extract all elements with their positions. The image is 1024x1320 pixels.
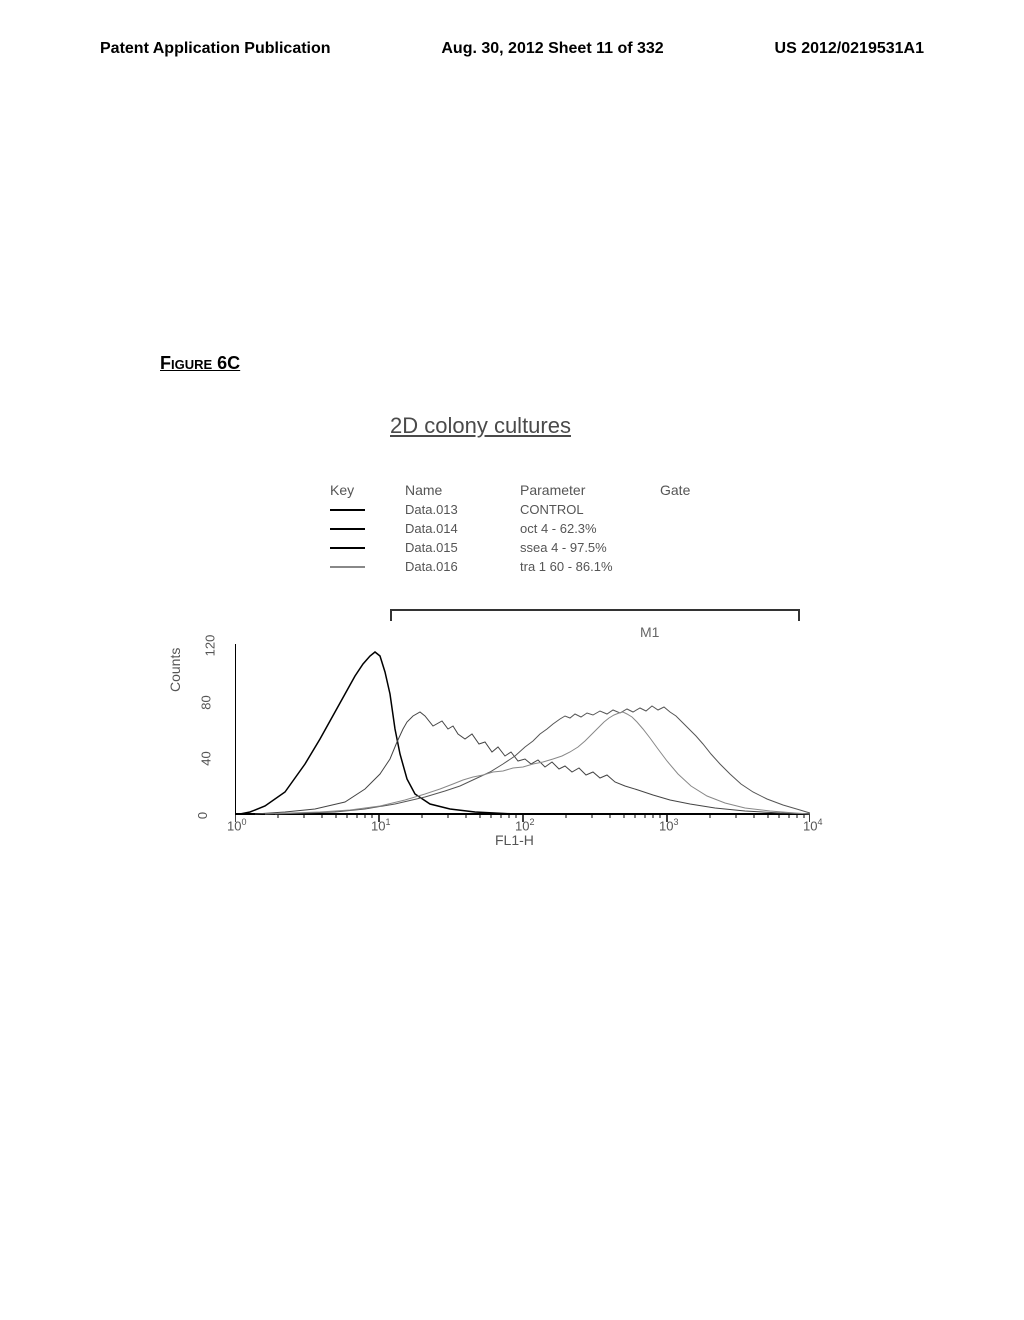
legend-col-parameter: Parameter — [520, 482, 660, 498]
legend-param: CONTROL — [520, 502, 710, 517]
legend-header: Key Name Parameter Gate — [330, 482, 750, 498]
legend-key-icon — [330, 547, 405, 549]
legend-name: Data.013 — [405, 502, 520, 517]
y-tick: 0 — [195, 812, 210, 819]
m1-gate-bracket — [390, 609, 800, 621]
chart-plot — [235, 644, 810, 814]
header-right: US 2012/0219531A1 — [775, 40, 924, 58]
histogram-svg — [235, 644, 810, 824]
legend-row: Data.016 tra 1 60 - 86.1% — [330, 559, 750, 574]
y-axis-label: Counts — [167, 648, 183, 692]
figure-label: Figure 6C — [160, 353, 240, 374]
legend-col-gate: Gate — [660, 482, 720, 498]
series-tra160 — [265, 712, 810, 814]
legend-key-icon — [330, 566, 405, 568]
legend-col-key: Key — [330, 482, 405, 498]
legend-row: Data.014 oct 4 - 62.3% — [330, 521, 750, 536]
chart-title: 2D colony cultures — [390, 413, 571, 439]
series-control — [235, 652, 810, 814]
legend-key-icon — [330, 509, 405, 511]
legend-name: Data.016 — [405, 559, 520, 574]
header-left: Patent Application Publication — [100, 40, 331, 58]
series-oct4 — [255, 712, 810, 814]
legend-param: oct 4 - 62.3% — [520, 521, 710, 536]
x-axis-label: FL1-H — [495, 832, 534, 848]
y-tick: 40 — [199, 751, 214, 765]
y-tick: 80 — [199, 695, 214, 709]
legend-col-name: Name — [405, 482, 520, 498]
legend-name: Data.015 — [405, 540, 520, 555]
legend-param: ssea 4 - 97.5% — [520, 540, 710, 555]
y-tick: 120 — [202, 635, 217, 657]
m1-gate-label: M1 — [640, 624, 659, 640]
chart-container: Key Name Parameter Gate Data.013 CONTROL… — [155, 474, 845, 864]
page-header: Patent Application Publication Aug. 30, … — [100, 40, 924, 58]
legend-name: Data.014 — [405, 521, 520, 536]
series-ssea4 — [275, 706, 810, 814]
legend-param: tra 1 60 - 86.1% — [520, 559, 710, 574]
legend: Key Name Parameter Gate Data.013 CONTROL… — [330, 482, 750, 574]
legend-key-icon — [330, 528, 405, 530]
header-center: Aug. 30, 2012 Sheet 11 of 332 — [441, 40, 663, 58]
legend-row: Data.015 ssea 4 - 97.5% — [330, 540, 750, 555]
legend-row: Data.013 CONTROL — [330, 502, 750, 517]
